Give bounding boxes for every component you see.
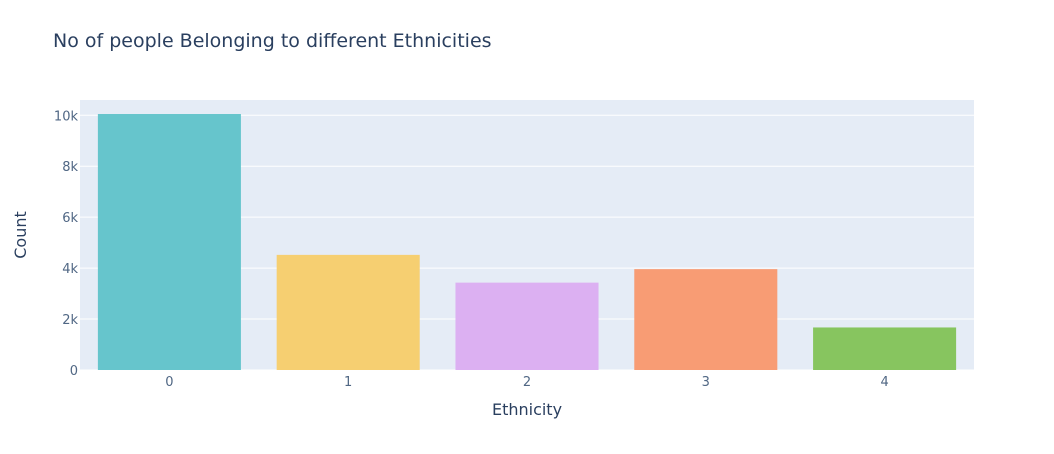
y-tick-label: 10k xyxy=(54,109,79,124)
x-axis-label: Ethnicity xyxy=(492,400,562,419)
y-tick-label: 8k xyxy=(62,160,78,175)
x-tick-label: 2 xyxy=(523,375,531,390)
y-tick-label: 0 xyxy=(70,364,78,379)
y-tick-label: 4k xyxy=(62,262,78,277)
x-tick-label: 1 xyxy=(344,375,352,390)
x-axis-ticks: 0 1 2 3 4 xyxy=(165,375,888,390)
bars xyxy=(97,114,957,371)
bar-ethnicity-1 xyxy=(276,254,420,370)
bar-ethnicity-3 xyxy=(634,269,778,370)
y-tick-label: 6k xyxy=(62,211,78,226)
x-tick-label: 4 xyxy=(880,375,888,390)
bar-ethnicity-2 xyxy=(455,282,599,370)
y-tick-label: 2k xyxy=(62,313,78,328)
x-tick-label: 0 xyxy=(165,375,173,390)
bar-ethnicity-0 xyxy=(97,114,241,371)
chart-title: No of people Belonging to different Ethn… xyxy=(53,30,492,52)
y-axis-label: Count xyxy=(11,211,30,259)
x-tick-label: 3 xyxy=(702,375,710,390)
bar-ethnicity-4 xyxy=(813,327,957,370)
y-axis-ticks: 0 2k 4k 6k 8k 10k xyxy=(54,109,79,379)
